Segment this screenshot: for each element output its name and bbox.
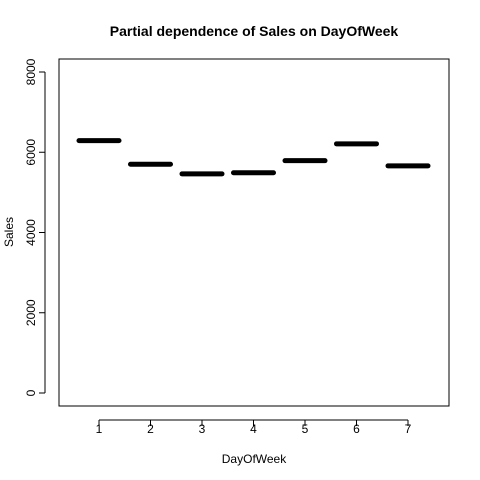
x-tick-label: 5 <box>302 422 309 436</box>
x-tick-label: 4 <box>250 422 257 436</box>
y-tick-label: 6000 <box>24 139 38 166</box>
x-tick-label: 1 <box>96 422 103 436</box>
y-tick-label: 2000 <box>24 299 38 326</box>
x-tick-label: 3 <box>199 422 206 436</box>
y-axis-label: Sales <box>2 217 16 247</box>
x-tick-label: 6 <box>353 422 360 436</box>
chart-title: Partial dependence of Sales on DayOfWeek <box>110 23 399 39</box>
x-axis-label: DayOfWeek <box>222 452 287 466</box>
y-tick-label: 0 <box>24 389 38 396</box>
data-marks <box>76 138 431 177</box>
plot-frame <box>58 58 450 407</box>
x-axis: 1 2 3 4 5 6 7 <box>96 419 412 436</box>
x-tick-label: 7 <box>405 422 412 436</box>
y-axis: 0 2000 4000 6000 8000 <box>24 58 46 396</box>
x-tick-label: 2 <box>147 422 154 436</box>
y-tick-label: 4000 <box>24 219 38 246</box>
y-tick-label: 8000 <box>24 58 38 85</box>
